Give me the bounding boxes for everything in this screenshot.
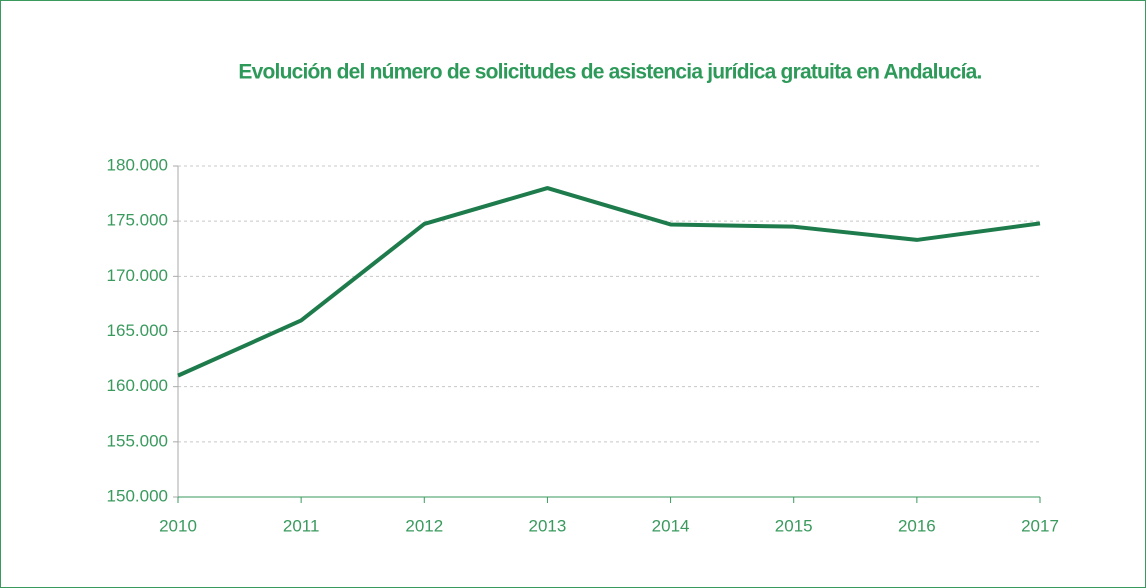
y-tick-label: 165.000 <box>107 321 168 340</box>
x-tick-label: 2014 <box>652 516 690 535</box>
x-tick-label: 2015 <box>775 516 813 535</box>
y-tick-label: 175.000 <box>107 211 168 230</box>
y-tick-label: 155.000 <box>107 431 168 450</box>
y-tick-label: 170.000 <box>107 266 168 285</box>
chart-title: Evolución del número de solicitudes de a… <box>238 61 981 84</box>
x-tick-label: 2016 <box>898 516 936 535</box>
x-tick-label: 2012 <box>405 516 443 535</box>
y-tick-label: 160.000 <box>107 376 168 395</box>
x-tick-label: 2013 <box>529 516 567 535</box>
y-tick-label: 180.000 <box>107 155 168 174</box>
x-tick-label: 2017 <box>1021 516 1059 535</box>
y-tick-label: 150.000 <box>107 486 168 505</box>
x-tick-label: 2010 <box>159 516 197 535</box>
x-tick-label: 2011 <box>283 516 320 535</box>
line <box>177 186 1041 378</box>
